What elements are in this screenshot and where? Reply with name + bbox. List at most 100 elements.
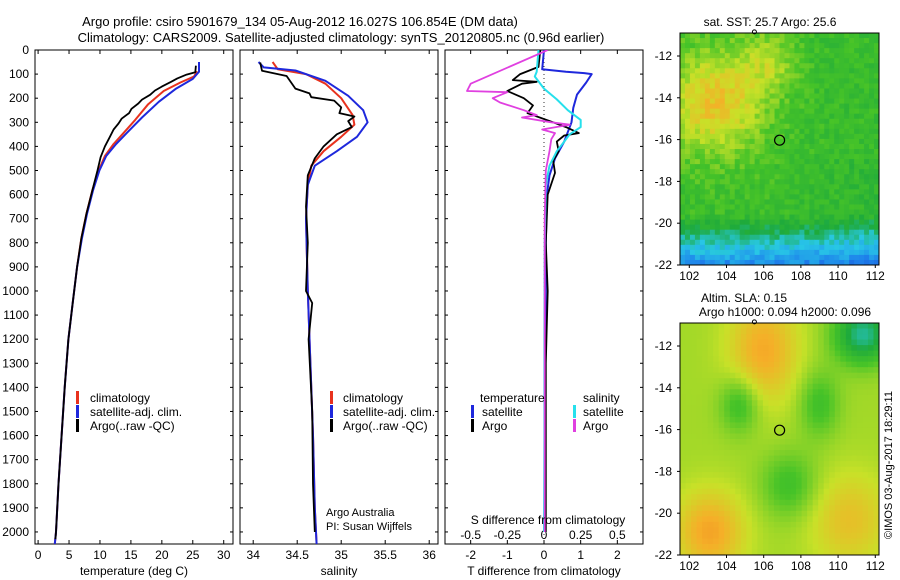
sla-map-cell (729, 405, 736, 412)
sst-map-cell (789, 209, 796, 216)
sla-map-cell (680, 378, 687, 385)
sst-map-cell (834, 184, 840, 190)
sst-map-cell (759, 159, 766, 165)
sst-map-cell (824, 63, 830, 69)
legend-swatch-climatology (76, 391, 79, 404)
sst-map-cell (689, 154, 696, 160)
sst-map-cell (694, 154, 701, 160)
sst-map-cell (839, 143, 845, 150)
sla-map-cell (856, 334, 864, 341)
sst-map-cell (874, 234, 879, 241)
sst-map-cell (844, 48, 850, 54)
sla-map-cell (796, 394, 803, 401)
sst-map-cell (794, 149, 800, 155)
sla-map-cell (845, 433, 852, 440)
sla-map-cell (851, 356, 858, 363)
sst-map-cell (694, 254, 701, 261)
sst-map-cell (714, 123, 721, 130)
sst-map-cell (689, 33, 696, 39)
axes-layer: 0100200300400500600700800900100011001200… (2, 43, 643, 562)
sst-map-cell (774, 244, 781, 251)
sst-map-cell (859, 128, 865, 135)
sst-map-cell (874, 108, 879, 115)
sst-map-cell (844, 204, 850, 211)
sst-map-cell (759, 179, 766, 185)
sst-map-cell (789, 154, 796, 160)
sla-map-cell (762, 400, 770, 407)
sst-map-cell (729, 239, 736, 246)
sla-map-cell (829, 367, 836, 374)
temperature-x-tick-label: 5 (66, 548, 73, 562)
sst-map-cell (754, 128, 761, 135)
sst-map-cell (689, 184, 696, 190)
sla-map-cell (873, 361, 879, 368)
sst-map-cell (849, 194, 855, 201)
sst-map-cell (709, 214, 716, 221)
sst-map-cell (749, 239, 756, 246)
sst-map-cell (684, 164, 691, 170)
s-difference-tick-label: 0.25 (569, 528, 593, 542)
sst-map-cell (724, 234, 731, 241)
sst-map-cell (764, 38, 771, 44)
sst-map-cell (864, 103, 870, 110)
sst-map-cell (844, 179, 850, 185)
sst-map-cell (704, 209, 711, 216)
sst-map-cell (814, 179, 820, 185)
sst-map-cell (689, 224, 696, 231)
sst-map-cell (824, 204, 830, 211)
sst-map-cell (759, 113, 766, 120)
sst-map-cell (869, 103, 875, 110)
sst-map-cell (699, 43, 706, 49)
sst-map-cell (809, 154, 815, 160)
sst-map-cell (744, 149, 751, 155)
sla-map-cell (691, 450, 698, 457)
sst-map-cell (724, 249, 731, 256)
sla-map-cell (751, 372, 758, 379)
sla-map-cell (834, 345, 841, 352)
sla-map-cell (818, 345, 825, 352)
sst-map-cell (789, 58, 796, 64)
sst-map-cell (869, 189, 875, 195)
sla-map-cell (812, 549, 819, 555)
sst-map-cell (680, 254, 686, 261)
sst-map-cell (684, 53, 691, 59)
sla-map-cell (873, 527, 879, 534)
sst-map-cell (834, 113, 840, 120)
sla-map-cell (707, 521, 714, 528)
sst-map-cell (769, 73, 776, 79)
sla-map-cell (818, 527, 825, 534)
sst-map-cell (829, 164, 835, 170)
sst-map-cell (739, 93, 746, 100)
sla-map-cell (834, 328, 841, 335)
sst-map-cell (859, 78, 865, 85)
sla-map-cell (685, 439, 692, 446)
sla-map-cell (702, 444, 709, 451)
sst-map-cell (874, 164, 879, 170)
sst-map-cell (814, 164, 820, 170)
sla-map-cell (768, 483, 775, 490)
sst-map-cell (784, 204, 791, 211)
sst-map-cell (869, 179, 875, 185)
sst-map-cell (804, 224, 810, 231)
sst-map-cell (829, 108, 835, 115)
sst-map-cell (729, 194, 736, 201)
sst-map-cell (839, 38, 845, 44)
sst-map-cell (814, 249, 820, 256)
sst-map-cell (694, 38, 701, 44)
sst-map-cell (694, 78, 701, 85)
sla-map-cell (762, 328, 770, 335)
sst-map-cell (744, 219, 751, 226)
sst-map-cell (734, 123, 741, 130)
sla-map-cell (807, 494, 814, 501)
sla-map-cell (785, 389, 792, 396)
sla-map-cell (735, 339, 742, 346)
legend-label-argo: Argo(..raw -QC) (343, 419, 428, 433)
sst-map-cell (799, 103, 805, 110)
sst-map-cell (839, 108, 845, 115)
sst-map-cell (819, 68, 825, 74)
sst-map-cell (739, 88, 746, 95)
sst-map-cell (804, 184, 810, 190)
sst-map-previous-position-marker (751, 29, 757, 35)
sst-map-cell (689, 133, 696, 140)
sla-map-cell (845, 521, 852, 528)
